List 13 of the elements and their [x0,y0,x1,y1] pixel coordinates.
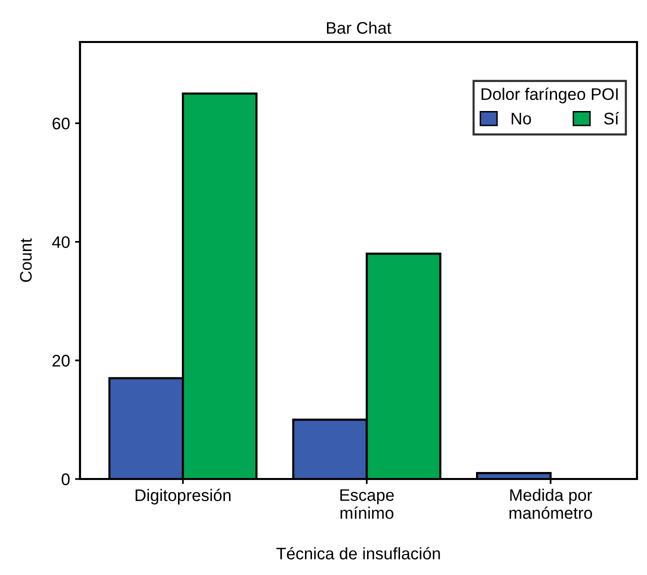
x-axis-title: Técnica de insuflación [276,547,440,560]
legend-label: No [512,112,531,124]
chart-title: Bar Chat [326,22,392,34]
x-tick-label: Digitopresión [136,488,230,504]
y-axis-title: Count [20,238,32,282]
legend-title: Dolor faríngeo POI [482,88,618,104]
y-tick-label: 40 [52,236,70,248]
x-tick-label: Medida por manómetro [510,488,592,519]
legend-label: Sí [604,112,620,124]
y-tick-label: 20 [52,354,70,367]
y-tick-label: 60 [52,118,70,130]
y-tick-label: 0 [62,473,70,486]
x-tick-label: Escape mínimo [340,489,394,519]
